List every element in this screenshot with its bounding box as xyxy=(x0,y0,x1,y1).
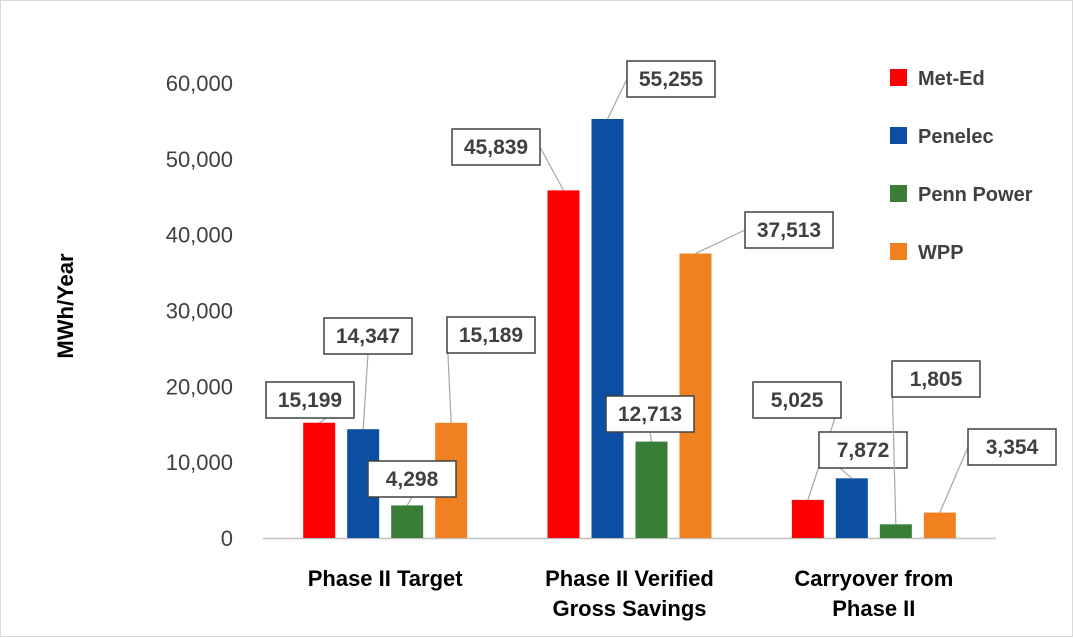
data-label-box xyxy=(626,60,716,98)
bar-met-ed-3 xyxy=(791,499,824,538)
category-label-line: Phase II Target xyxy=(308,566,464,591)
y-axis-title: MWh/Year xyxy=(53,253,78,359)
data-label-box xyxy=(451,128,541,166)
data-label-leader xyxy=(695,229,746,255)
legend-swatch xyxy=(890,243,907,260)
data-label-leader xyxy=(939,446,969,513)
bar-penn-power-3 xyxy=(879,524,912,538)
data-label-box xyxy=(744,211,834,249)
y-tick-label: 30,000 xyxy=(166,299,233,324)
legend-label: Met-Ed xyxy=(918,68,985,90)
data-label-leader xyxy=(362,353,369,430)
y-tick-label: 20,000 xyxy=(166,374,233,399)
y-tick-label: 60,000 xyxy=(166,71,233,96)
data-label-leader xyxy=(649,431,653,442)
data-label: 4,298 xyxy=(386,468,439,491)
category-label-line: Phase II Verified xyxy=(545,566,714,591)
category-label: Phase II Target xyxy=(308,566,464,591)
data-label-leader xyxy=(606,78,628,120)
legend-label: Penelec xyxy=(918,126,994,148)
bar-penn-power-1 xyxy=(391,505,424,538)
data-label-box xyxy=(818,431,908,469)
bar-met-ed-2 xyxy=(547,190,580,539)
data-label-box xyxy=(605,395,695,433)
y-tick-label: 50,000 xyxy=(166,147,233,172)
bar-penn-power-2 xyxy=(635,441,668,538)
category-label: Carryover from Phase II xyxy=(794,566,953,621)
bar-penelec-3 xyxy=(835,478,868,538)
data-label: 1,805 xyxy=(910,368,963,391)
data-label: 15,189 xyxy=(459,324,523,347)
bar-wpp-3 xyxy=(923,512,956,538)
legend-swatch xyxy=(890,127,907,144)
data-label-box xyxy=(265,381,355,419)
data-label-box xyxy=(967,428,1057,466)
data-label: 55,255 xyxy=(639,68,704,91)
data-label-leader xyxy=(539,146,565,191)
legend-label: WPP xyxy=(918,242,964,264)
y-tick-label: 40,000 xyxy=(166,223,233,248)
data-label-box xyxy=(752,381,842,419)
data-label: 7,872 xyxy=(837,439,890,462)
legend-label: Penn Power xyxy=(918,184,1033,206)
data-label: 12,713 xyxy=(618,403,682,426)
bars xyxy=(303,118,956,539)
bar-penelec-2 xyxy=(591,118,624,539)
data-label: 14,347 xyxy=(336,325,400,348)
y-tick-label: 10,000 xyxy=(166,450,233,475)
category-label: Phase II Verified Gross Savings xyxy=(545,566,714,621)
legend-swatch xyxy=(890,185,907,202)
data-label-box xyxy=(367,460,457,498)
data-label-leader xyxy=(406,496,413,506)
data-labels: 15,199 45,839 5,025 14,347 55,255 7,872 4,298 1… xyxy=(265,60,1057,525)
legend-swatch xyxy=(890,69,907,86)
bar-met-ed-1 xyxy=(303,422,336,538)
data-label: 45,839 xyxy=(464,136,528,159)
axes: 0 10,000 20,000 30,000 40,000 50,000 60,000 MWh… xyxy=(53,71,996,621)
data-label: 5,025 xyxy=(771,389,824,412)
category-label-line: Carryover from xyxy=(794,566,953,591)
data-label-box xyxy=(446,316,536,354)
category-label-line: Phase II xyxy=(832,596,915,621)
data-label: 3,354 xyxy=(986,436,1039,459)
data-label: 37,513 xyxy=(757,219,821,242)
data-label-box xyxy=(891,360,981,398)
category-label-line: Gross Savings xyxy=(552,596,706,621)
y-tick-label: 0 xyxy=(221,526,233,551)
data-label: 15,199 xyxy=(278,389,342,412)
legend: Met-Ed Penelec Penn Power WPP xyxy=(890,68,1033,264)
data-label-box xyxy=(323,317,413,355)
data-label-leader xyxy=(891,378,897,525)
